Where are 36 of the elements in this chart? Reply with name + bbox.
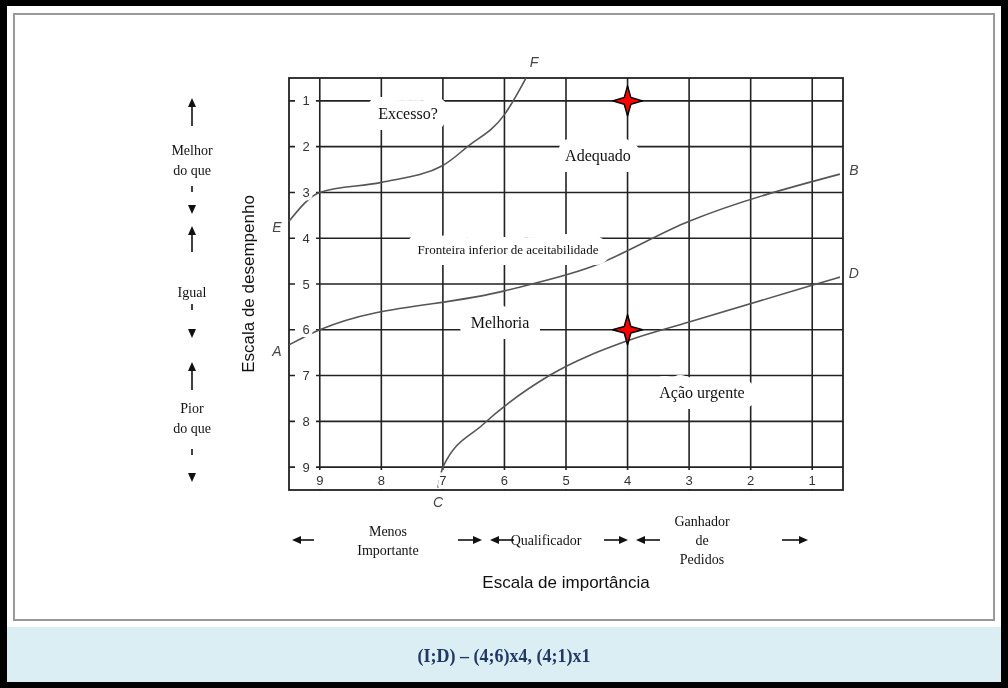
text: Pior do que <box>173 400 211 436</box>
y-tick-label: 2 <box>302 139 310 155</box>
annotation: A <box>271 342 282 359</box>
line-series <box>437 276 841 489</box>
y-axis-title: Escala de desempenho <box>238 195 258 373</box>
x-tick-label: 1 <box>808 472 816 488</box>
y-tick-label: 9 <box>302 459 310 475</box>
annotation: C <box>432 493 444 510</box>
y-tick-label: 3 <box>302 184 310 200</box>
y-tick-label: 5 <box>302 276 310 292</box>
x-tick-label: 4 <box>623 472 632 488</box>
x-tick-label: 5 <box>562 472 570 488</box>
line-series <box>288 173 841 346</box>
annotation: D <box>848 265 859 282</box>
x-tick-label: 8 <box>377 472 385 488</box>
annotation: F <box>529 54 540 70</box>
y-tick-label: 8 <box>302 413 310 429</box>
x-tick-label: 3 <box>685 472 693 488</box>
y-tick-label: 7 <box>302 368 310 384</box>
text: Igual <box>177 284 207 300</box>
x-tick-label: 6 <box>500 472 509 488</box>
text: (I;D) – (4;6)x4, (4;1)x1 <box>417 646 591 667</box>
line-series <box>288 77 527 223</box>
x-tick-label: 2 <box>747 472 755 488</box>
y-tick-label: 4 <box>302 230 310 246</box>
x-axis-title: Escala de importância <box>482 572 651 592</box>
x-tick-label: 7 <box>439 472 447 488</box>
text: Menos Importante <box>357 523 419 557</box>
y-tick-label: 1 <box>302 93 310 109</box>
text: Qualificador <box>510 532 582 548</box>
text: Ganhador de Pedidos <box>674 513 730 567</box>
y-tick-label: 6 <box>302 322 310 338</box>
text: Melhor do que <box>171 142 213 178</box>
x-tick-label: 9 <box>316 472 324 488</box>
annotation: E <box>272 219 283 236</box>
annotation: B <box>849 162 859 179</box>
